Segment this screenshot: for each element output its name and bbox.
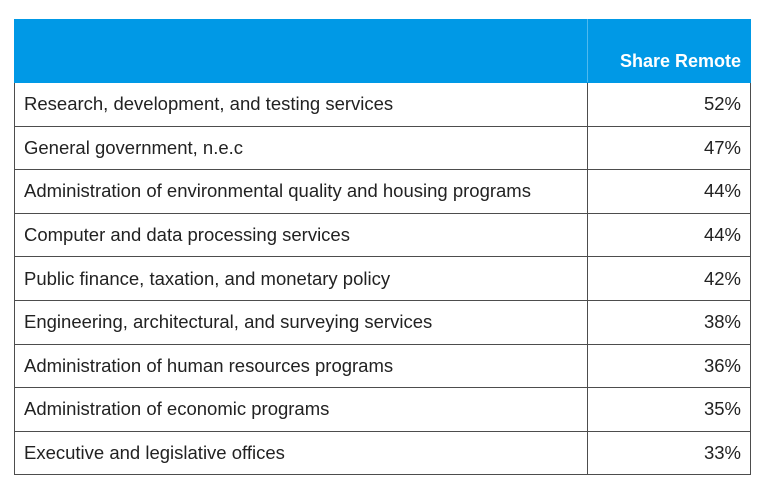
table-row: Public finance, taxation, and monetary p… — [14, 256, 751, 301]
table-header: Share Remote — [14, 19, 751, 83]
row-category: Administration of environmental quality … — [14, 169, 588, 214]
row-category: Public finance, taxation, and monetary p… — [14, 256, 588, 301]
table-row: Administration of economic programs 35% — [14, 387, 751, 432]
row-share-remote: 36% — [587, 343, 751, 389]
row-category: Research, development, and testing servi… — [14, 82, 588, 127]
table-row: Administration of environmental quality … — [14, 169, 751, 214]
row-share-remote: 47% — [587, 125, 751, 171]
table-row: Engineering, architectural, and surveyin… — [14, 299, 751, 345]
table-row: Computer and data processing services 44% — [14, 212, 751, 258]
row-category: Administration of economic programs — [14, 387, 588, 432]
table-row: Administration of human resources progra… — [14, 343, 751, 389]
table-row: Executive and legislative offices 33% — [14, 430, 751, 476]
row-share-remote: 42% — [587, 256, 751, 301]
row-share-remote: 33% — [587, 430, 751, 476]
row-share-remote: 44% — [587, 212, 751, 258]
row-share-remote: 38% — [587, 299, 751, 345]
data-table-container: Share Remote Research, development, and … — [14, 19, 751, 476]
table-body: Research, development, and testing servi… — [14, 82, 751, 476]
row-share-remote: 44% — [587, 169, 751, 214]
share-remote-table: Share Remote Research, development, and … — [14, 19, 751, 476]
header-category — [14, 19, 588, 83]
row-category: Administration of human resources progra… — [14, 343, 588, 389]
table-row: Research, development, and testing servi… — [14, 82, 751, 127]
row-category: General government, n.e.c — [14, 125, 588, 171]
header-share-remote: Share Remote — [587, 19, 751, 83]
header-row: Share Remote — [14, 19, 751, 83]
row-category: Executive and legislative offices — [14, 430, 588, 476]
row-category: Computer and data processing services — [14, 212, 588, 258]
row-share-remote: 52% — [587, 82, 751, 127]
row-category: Engineering, architectural, and surveyin… — [14, 299, 588, 345]
table-row: General government, n.e.c 47% — [14, 125, 751, 171]
row-share-remote: 35% — [587, 387, 751, 432]
